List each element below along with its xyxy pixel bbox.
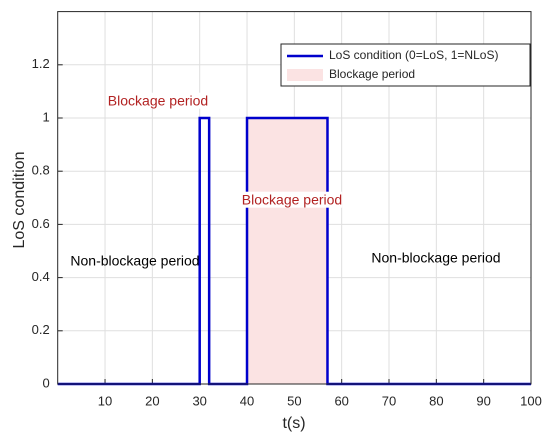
x-tick-label: 30 [192, 393, 206, 408]
x-tick-label: 50 [287, 393, 301, 408]
legend-label: Blockage period [329, 67, 415, 81]
y-tick-label: 0.4 [32, 269, 50, 284]
span [247, 118, 328, 384]
x-tick-label: 40 [240, 393, 254, 408]
x-tick-label: 100 [520, 393, 542, 408]
y-tick-label: 0.2 [32, 322, 50, 337]
annotation: Non-blockage period [371, 250, 500, 266]
annotation-bg [107, 92, 209, 109]
y-tick-label: 1.2 [32, 56, 50, 71]
y-tick-label: 1 [42, 109, 49, 124]
y-tick-label: 0.6 [32, 216, 50, 231]
x-tick-label: 90 [476, 393, 490, 408]
x-tick-label: 20 [145, 393, 159, 408]
x-axis-label: t(s) [282, 415, 305, 432]
legend-label: LoS condition (0=LoS, 1=NLoS) [329, 48, 498, 62]
annotation-bg [241, 191, 343, 208]
legend-swatch [287, 69, 323, 81]
annotation: Blockage period [242, 192, 342, 208]
y-axis-label: LoS condition [11, 152, 28, 249]
annotation: Non-blockage period [70, 253, 199, 269]
x-tick-label: 60 [334, 393, 348, 408]
annotation: Blockage period [108, 93, 208, 109]
y-tick-label: 0 [42, 375, 49, 390]
y-tick-label: 0.8 [32, 163, 50, 178]
x-tick-label: 70 [382, 393, 396, 408]
plot-frame [57, 11, 532, 385]
x-tick-label: 80 [429, 393, 443, 408]
x-tick-label: 10 [98, 393, 112, 408]
